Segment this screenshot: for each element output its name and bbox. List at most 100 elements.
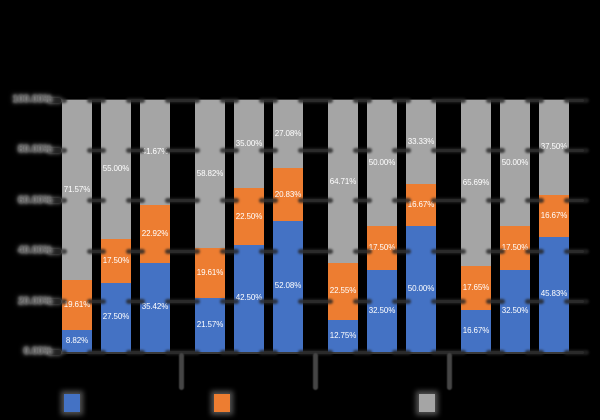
bar-segment-blue-series: 8.82% [62,329,92,352]
legend-swatch-gray-series [419,394,435,412]
bar-segment-gray-series: 37.50% [539,100,569,195]
grid-gap-dash [353,147,372,153]
bar-segment-data-label: 20.83% [274,189,302,199]
grid-gap-dash [564,248,589,254]
grid-gap-dash [353,198,372,204]
grid-gap-dash [220,299,239,305]
bar-segment-data-label: 22.50% [235,211,263,221]
bar-segment-data-label: 35.00% [235,139,263,149]
grid-gap-dash [165,147,200,153]
grid-gap-dash [126,248,145,254]
grid-gap-dash [431,349,466,355]
grid-gap-dash [165,349,200,355]
bar-segment-orange-series: 17.50% [500,226,530,271]
grid-gap-dash [298,147,333,153]
y-axis-tick-mark [48,349,61,355]
bar-segment-blue-series: 42.50% [234,244,264,352]
bar-segment-data-label: 27.50% [102,312,130,322]
bar-segment-gray-series: 27.08% [273,100,303,169]
grid-gap-dash [220,248,239,254]
grid-gap-dash [259,299,278,305]
bar-segment-orange-series: 22.92% [140,204,170,263]
bar-segment-blue-series: 32.50% [500,270,530,352]
bar-segment-data-label: 71.57% [63,185,91,195]
grid-gap-dash [525,97,544,103]
x-axis-group-separator-tick [178,353,184,390]
bar-segment-orange-series: 17.50% [367,226,397,271]
grid-gap-dash [126,299,145,305]
grid-gap-dash [486,349,505,355]
grid-gap-dash [165,248,200,254]
grid-gap-dash [486,198,505,204]
bar-segment-orange-series: 22.50% [234,188,264,245]
bar-segment-gray-series: 50.00% [367,100,397,226]
bar-segment-data-label: 19.61% [196,267,224,277]
bar-segment-orange-series: 16.67% [406,183,436,226]
bar-segment-data-label: 17.50% [501,243,529,253]
bar-segment-data-label: 17.50% [102,255,130,265]
bar-segment-gray-series: 55.00% [101,100,131,239]
bar-segment-data-label: 21.57% [196,319,224,329]
bar-segment-blue-series: 12.75% [328,319,358,352]
grid-gap-dash [525,147,544,153]
grid-gap-dash [564,299,589,305]
bar-segment-data-label: 58.82% [196,169,224,179]
grid-gap-dash [259,198,278,204]
bar-segment-data-label: 45.83% [540,289,568,299]
grid-gap-dash [431,299,466,305]
grid-gap-dash [126,97,145,103]
y-axis-tick-label: 0.00% [23,346,52,357]
grid-gap-dash [564,349,589,355]
bar-segment-orange-series: 22.55% [328,263,358,320]
bar-segment-data-label: 55.00% [102,164,130,174]
grid-gap-dash [392,299,411,305]
grid-gap-dash [353,248,372,254]
grid-gap-dash [126,147,145,153]
grid-gap-dash [392,97,411,103]
bar-segment-gray-series: 50.00% [500,100,530,226]
bar-segment-blue-series: 52.08% [273,220,303,352]
grid-gap-dash [353,299,372,305]
y-axis-tick-mark [48,97,61,103]
grid-gap-dash [486,248,505,254]
bar-segment-data-label: 27.08% [274,129,302,139]
grid-gap-dash [392,248,411,254]
grid-gap-dash [87,147,106,153]
grid-gap-dash [87,97,106,103]
bar-segment-blue-series: 16.67% [461,309,491,352]
bar-segment-orange-series: 19.61% [62,280,92,330]
grid-gap-dash [87,248,106,254]
bar-segment-gray-series: 33.33% [406,100,436,184]
grid-gap-dash [126,349,145,355]
bar-segment-blue-series: 32.50% [367,270,397,352]
bar-segment-gray-series: 35.00% [234,100,264,189]
x-axis-group-separator-tick [446,353,452,390]
grid-gap-dash [392,349,411,355]
bar-segment-data-label: 35.42% [141,302,169,312]
bar-segment-data-label: 17.65% [462,282,490,292]
grid-gap-dash [353,97,372,103]
grid-gap-dash [126,198,145,204]
y-axis-tick-mark [48,147,61,153]
grid-gap-dash [564,97,589,103]
y-axis-tick-label: 100.00% [12,94,52,105]
bar-segment-data-label: 16.67% [462,325,490,335]
bar-segment-data-label: 22.92% [141,228,169,238]
grid-gap-dash [392,147,411,153]
bar-segment-data-label: 65.69% [462,177,490,187]
grid-gap-dash [298,349,333,355]
bar-segment-data-label: 17.50% [368,243,396,253]
grid-gap-dash [298,198,333,204]
bar-segment-data-label: 37.50% [540,142,568,152]
grid-gap-dash [220,198,239,204]
grid-gap-dash [298,97,333,103]
y-axis-tick-mark [48,299,61,305]
grid-gap-dash [486,97,505,103]
bar-segment-data-label: 12.75% [329,330,357,340]
grid-gap-dash [165,299,200,305]
grid-gap-dash [259,349,278,355]
bar-segment-blue-series: 27.50% [101,282,131,352]
bar-segment-data-label: 50.00% [368,158,396,167]
y-axis-tick-label: 80.00% [18,144,52,156]
grid-gap-dash [165,198,200,204]
